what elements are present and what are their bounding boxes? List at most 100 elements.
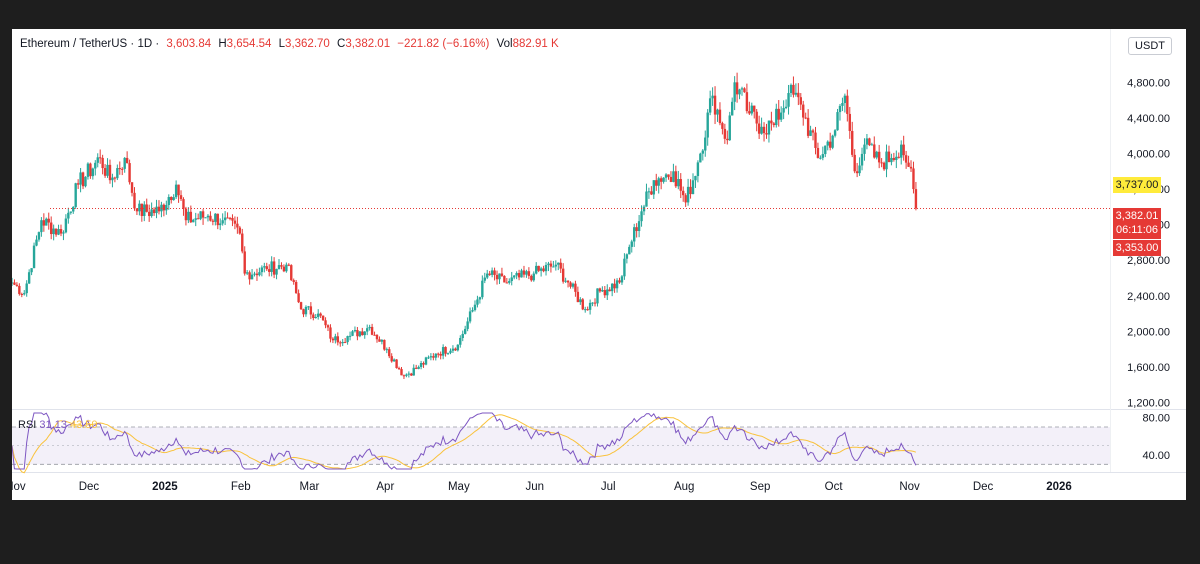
rsi-ma-value: 43.50 bbox=[70, 419, 98, 431]
candle bbox=[118, 168, 121, 170]
candle bbox=[490, 270, 494, 275]
candle bbox=[522, 270, 526, 275]
candle bbox=[858, 165, 861, 174]
symbol-header: Ethereum / TetherUS · 1D · 3,603.84 H3,6… bbox=[20, 38, 559, 50]
candle bbox=[111, 177, 114, 181]
candle bbox=[277, 265, 281, 269]
candle bbox=[481, 280, 484, 298]
time-tick-label: Dec bbox=[973, 481, 994, 493]
candle bbox=[47, 218, 50, 223]
volume-value: 882.91 K bbox=[512, 38, 559, 50]
candle bbox=[645, 191, 648, 207]
candle bbox=[738, 89, 741, 95]
time-tick-label: Dec bbox=[79, 481, 100, 493]
candle bbox=[672, 171, 675, 182]
candle bbox=[370, 326, 374, 335]
interval-label[interactable]: 1D bbox=[137, 38, 153, 50]
candle bbox=[204, 217, 207, 219]
candles bbox=[12, 72, 918, 380]
candle bbox=[586, 309, 589, 311]
candle bbox=[757, 123, 761, 134]
countdown-value: 06:11:06 bbox=[1115, 224, 1158, 236]
candle bbox=[76, 183, 80, 185]
rsi-ma-line bbox=[12, 414, 917, 474]
candle bbox=[241, 233, 244, 252]
candle bbox=[12, 282, 14, 284]
candle bbox=[606, 289, 609, 296]
candle bbox=[535, 265, 538, 274]
candle bbox=[103, 168, 107, 176]
candle bbox=[909, 166, 913, 169]
last-price-badge: 3,382.01 06:11:06 bbox=[1113, 208, 1161, 239]
candle bbox=[255, 273, 259, 276]
candle bbox=[618, 280, 621, 283]
candle bbox=[226, 217, 229, 219]
candle bbox=[187, 211, 190, 221]
candle bbox=[86, 163, 90, 177]
candle bbox=[397, 368, 401, 370]
candle bbox=[365, 328, 369, 332]
candle bbox=[361, 331, 364, 336]
rsi-legend[interactable]: RSI 31.13 43.50 bbox=[18, 419, 98, 431]
candle bbox=[179, 195, 183, 200]
candle bbox=[25, 283, 28, 294]
candle bbox=[517, 273, 521, 278]
candle bbox=[341, 342, 344, 344]
candle bbox=[383, 339, 386, 350]
candle bbox=[130, 182, 134, 193]
candle bbox=[211, 220, 215, 222]
candle bbox=[691, 180, 695, 195]
candle bbox=[892, 157, 896, 160]
candle bbox=[307, 306, 310, 308]
candle bbox=[831, 135, 834, 148]
close-value: 3,382.01 bbox=[345, 38, 391, 50]
candle bbox=[456, 344, 460, 351]
candle bbox=[699, 153, 702, 163]
candle bbox=[544, 265, 548, 272]
candle bbox=[525, 271, 528, 275]
candle bbox=[348, 335, 352, 337]
candle bbox=[174, 184, 178, 198]
symbol-name[interactable]: Ethereum / TetherUS bbox=[20, 38, 128, 50]
candle bbox=[108, 164, 112, 181]
rsi-band bbox=[12, 427, 1110, 465]
candle bbox=[147, 211, 151, 217]
candle bbox=[610, 283, 614, 292]
time-tick-label: Jul bbox=[601, 481, 616, 493]
candle bbox=[64, 218, 68, 233]
candle bbox=[730, 101, 734, 116]
candle bbox=[143, 204, 146, 216]
candle bbox=[290, 265, 293, 281]
currency-button[interactable]: USDT bbox=[1128, 37, 1172, 55]
candle bbox=[358, 331, 362, 337]
candle bbox=[258, 272, 261, 276]
candle bbox=[625, 254, 629, 259]
candle bbox=[897, 156, 900, 158]
candle bbox=[596, 288, 599, 304]
low-marker-badge: 3,353.00 bbox=[1113, 240, 1161, 256]
candle bbox=[603, 290, 607, 296]
candle bbox=[52, 228, 55, 235]
candle bbox=[662, 177, 665, 182]
candle bbox=[57, 229, 60, 235]
candle bbox=[321, 315, 325, 321]
candle bbox=[245, 272, 249, 274]
candle bbox=[392, 359, 396, 362]
candle bbox=[219, 223, 222, 226]
candle bbox=[30, 268, 33, 273]
candle bbox=[40, 220, 43, 233]
price-chart[interactable]: 4,800.004,400.004,000.003,600.003,200.00… bbox=[12, 29, 1186, 500]
candle bbox=[674, 171, 678, 187]
candle bbox=[811, 130, 815, 133]
candle bbox=[214, 213, 217, 222]
chart-panel: 4,800.004,400.004,000.003,600.003,200.00… bbox=[12, 29, 1186, 500]
candle bbox=[432, 356, 435, 358]
candle bbox=[880, 162, 883, 164]
candle bbox=[510, 277, 513, 282]
candle bbox=[81, 172, 85, 187]
candle bbox=[826, 141, 829, 146]
candle bbox=[512, 275, 516, 278]
candle bbox=[363, 331, 366, 336]
candle bbox=[449, 350, 452, 353]
candle bbox=[598, 288, 602, 292]
